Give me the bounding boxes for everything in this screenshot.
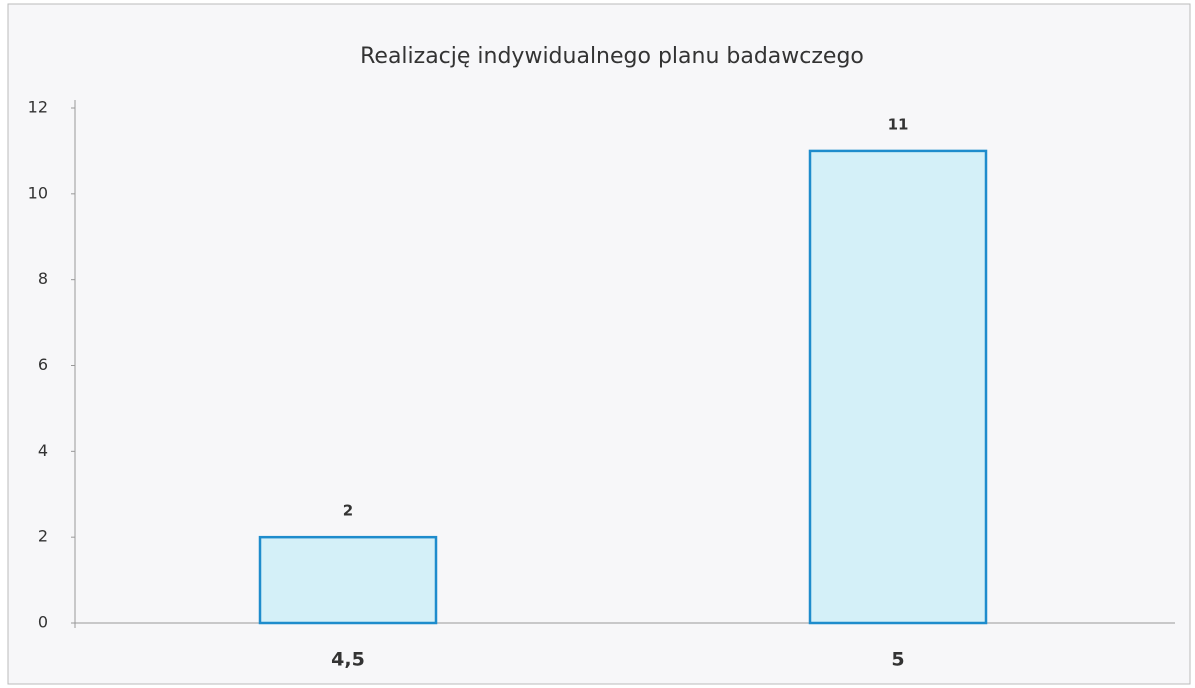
x-tick-label: 4,5: [331, 649, 365, 671]
bar: [258, 535, 438, 625]
value-label: 2: [343, 502, 353, 520]
x-tick-label: 5: [891, 649, 904, 671]
y-tick-label: 4: [38, 441, 48, 460]
y-tick-label: 0: [38, 613, 48, 632]
y-tick-label: 12: [28, 98, 48, 117]
chart-title: Realizację indywidualnego planu badawcze…: [360, 44, 864, 69]
chart-frame: [7, 3, 1191, 685]
bar: [808, 149, 988, 625]
y-tick-label: 10: [28, 183, 48, 202]
y-tick-label: 6: [38, 355, 48, 374]
value-label: 11: [888, 115, 909, 133]
y-tick-label: 2: [38, 527, 48, 546]
y-tick-label: 8: [38, 269, 48, 288]
